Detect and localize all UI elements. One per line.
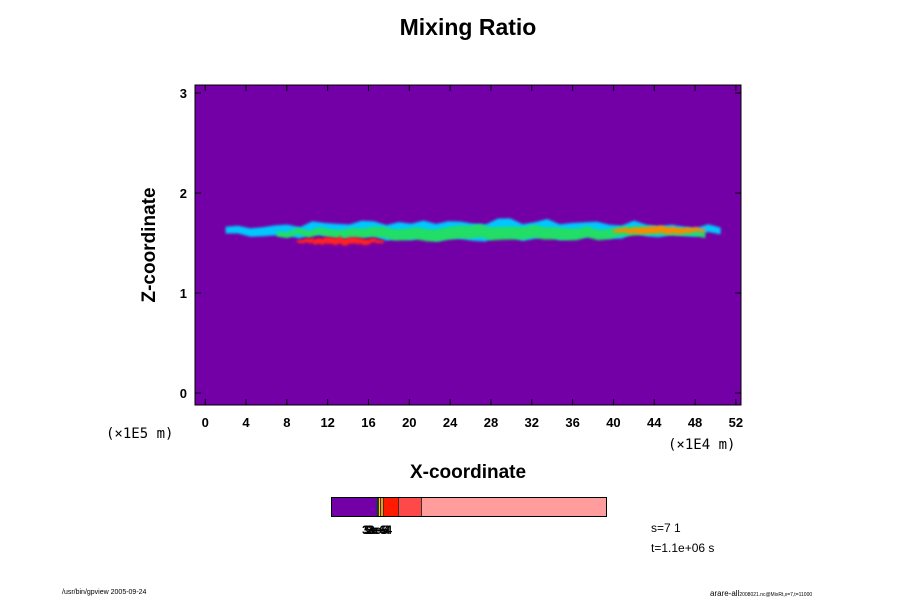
x-tick-label: 32	[525, 415, 539, 430]
colorbar-swatch	[378, 498, 382, 516]
x-tick-label: 20	[402, 415, 416, 430]
plume-band-2	[297, 236, 384, 246]
field-background	[195, 85, 741, 405]
mixing-ratio-field	[225, 218, 721, 246]
plume-core	[613, 225, 706, 235]
x-tick-label: 16	[361, 415, 375, 430]
x-tick-label: 44	[647, 415, 662, 430]
y-tick-label: 1	[180, 286, 187, 301]
x-axis-label: X-coordinate	[409, 462, 527, 483]
plume-band-3	[613, 225, 706, 235]
colorbar-swatch	[399, 498, 423, 516]
colorbar-swatch	[384, 498, 400, 516]
colorbar-label: 5e-5	[364, 523, 389, 537]
time-info: t=1.1e+06 s	[651, 541, 715, 555]
colorbar-swatch	[422, 498, 606, 516]
y-tick-label: 3	[180, 86, 187, 101]
plot-area	[195, 85, 741, 405]
y-tick-label: 2	[180, 186, 187, 201]
x-tick-label: 4	[242, 415, 250, 430]
colorbar-swatch	[381, 498, 385, 516]
y-axis: 0 1 2 3	[180, 86, 741, 401]
x-tick-label: 12	[320, 415, 334, 430]
y-axis-label: Z-coordinate	[139, 187, 160, 303]
colorbar-swatch	[332, 498, 378, 516]
footer-source-sub: 2008021.nc@MixRt,x=7,t=11000	[739, 592, 813, 598]
plot-frame	[194, 84, 742, 406]
chart-title: Mixing Ratio	[399, 14, 537, 40]
footer-source-main: arare-all	[710, 589, 740, 598]
x-tick-label: 24	[443, 415, 458, 430]
x-tick-label: 48	[688, 415, 702, 430]
x-tick-label: 36	[565, 415, 579, 430]
colorbar-label: 3e-4	[368, 523, 393, 537]
colorbar-label: 3e-6	[362, 523, 387, 537]
x-tick-label: 40	[606, 415, 620, 430]
x-unit-label: (×1E4 m)	[668, 437, 736, 453]
plume-band-1	[276, 224, 706, 242]
slice-info: s=7 1	[651, 521, 681, 535]
x-tick-label: 52	[729, 415, 743, 430]
x-tick-label: 0	[202, 415, 209, 430]
plume-mid	[276, 224, 706, 242]
colorbar	[331, 497, 607, 517]
colorbar-swatch	[377, 498, 379, 516]
x-axis: 0 4 8 12 16 20 24 28 32 36 40 44 48 52	[202, 85, 743, 430]
colorbar-label: 2e-4	[366, 523, 391, 537]
y-tick-label: 0	[180, 386, 187, 401]
footer-command: /usr/bin/gpview 2005-09-24	[62, 589, 147, 596]
y-unit-label: (×1E5 m)	[106, 426, 174, 442]
plume-core	[297, 236, 384, 246]
x-tick-label: 28	[484, 415, 498, 430]
x-tick-label: 8	[283, 415, 290, 430]
footer-source: arare-all2008021.nc@MixRt,x=7,t=11000	[710, 589, 812, 598]
